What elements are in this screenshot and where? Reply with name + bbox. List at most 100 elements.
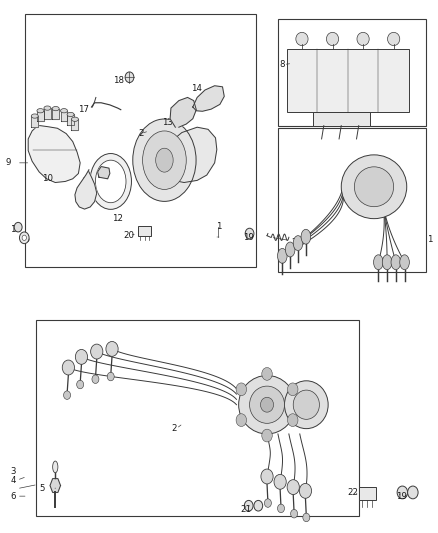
Ellipse shape — [286, 242, 295, 257]
Polygon shape — [28, 126, 80, 182]
Circle shape — [274, 474, 286, 489]
Circle shape — [22, 235, 26, 240]
Polygon shape — [193, 86, 224, 111]
Ellipse shape — [31, 114, 38, 118]
Text: 12: 12 — [112, 214, 123, 223]
Text: 18: 18 — [113, 76, 124, 85]
Ellipse shape — [67, 112, 74, 117]
Text: 10: 10 — [42, 174, 53, 183]
Ellipse shape — [53, 461, 58, 473]
Polygon shape — [37, 111, 44, 122]
Text: 9: 9 — [6, 158, 11, 167]
Ellipse shape — [143, 131, 186, 189]
Circle shape — [278, 504, 285, 513]
Ellipse shape — [133, 119, 196, 201]
Polygon shape — [50, 479, 60, 492]
Polygon shape — [60, 111, 67, 122]
Text: 2: 2 — [138, 129, 144, 138]
Circle shape — [287, 414, 298, 426]
Text: 4: 4 — [11, 476, 16, 484]
Circle shape — [244, 500, 253, 511]
Ellipse shape — [357, 33, 369, 46]
Ellipse shape — [341, 155, 407, 219]
Circle shape — [261, 469, 273, 484]
Polygon shape — [31, 116, 38, 127]
Ellipse shape — [71, 117, 78, 122]
Ellipse shape — [44, 106, 51, 110]
Text: 13: 13 — [162, 118, 173, 127]
Circle shape — [262, 429, 272, 442]
Ellipse shape — [60, 109, 67, 113]
Circle shape — [397, 486, 408, 499]
Circle shape — [75, 350, 88, 365]
Circle shape — [107, 372, 114, 381]
Ellipse shape — [293, 236, 303, 251]
Text: 2: 2 — [171, 424, 177, 433]
Polygon shape — [71, 119, 78, 130]
Text: 19: 19 — [243, 233, 254, 242]
Text: 11: 11 — [81, 177, 92, 186]
Bar — [35, 320, 359, 516]
Text: 19: 19 — [396, 491, 407, 500]
Ellipse shape — [400, 255, 410, 270]
Text: 14: 14 — [191, 84, 201, 93]
Circle shape — [408, 486, 418, 499]
Ellipse shape — [296, 33, 308, 46]
Circle shape — [299, 483, 311, 498]
Circle shape — [262, 368, 272, 380]
Polygon shape — [44, 108, 51, 119]
Circle shape — [91, 344, 103, 359]
Circle shape — [19, 232, 29, 244]
Text: 6: 6 — [11, 491, 16, 500]
Circle shape — [290, 510, 297, 518]
Ellipse shape — [326, 33, 339, 46]
Ellipse shape — [250, 386, 285, 423]
Ellipse shape — [155, 148, 173, 172]
Ellipse shape — [239, 375, 295, 434]
Circle shape — [287, 480, 299, 495]
Ellipse shape — [388, 33, 400, 46]
Polygon shape — [169, 127, 217, 182]
Text: 21: 21 — [240, 505, 251, 514]
Text: 1: 1 — [216, 222, 222, 231]
Circle shape — [265, 499, 272, 507]
Circle shape — [287, 383, 298, 395]
Ellipse shape — [354, 167, 394, 207]
Text: 1: 1 — [427, 236, 433, 245]
Ellipse shape — [95, 160, 126, 203]
Circle shape — [77, 380, 84, 389]
Circle shape — [92, 375, 99, 383]
Bar — [25, 14, 256, 266]
Text: 20: 20 — [123, 231, 134, 240]
Circle shape — [14, 222, 22, 232]
Ellipse shape — [382, 255, 392, 270]
Circle shape — [62, 360, 74, 375]
Text: 23: 23 — [291, 238, 302, 247]
Bar — [278, 128, 426, 272]
Circle shape — [125, 72, 134, 83]
Text: 15: 15 — [11, 225, 21, 234]
Circle shape — [64, 391, 71, 399]
Ellipse shape — [301, 229, 311, 244]
Ellipse shape — [285, 381, 328, 429]
Circle shape — [236, 383, 247, 395]
Text: 17: 17 — [78, 105, 89, 114]
Ellipse shape — [293, 390, 319, 419]
Circle shape — [236, 414, 247, 426]
Ellipse shape — [374, 255, 383, 270]
Ellipse shape — [391, 255, 401, 270]
Ellipse shape — [90, 154, 131, 209]
Ellipse shape — [52, 107, 59, 111]
Text: 3: 3 — [11, 467, 16, 475]
Circle shape — [245, 228, 254, 239]
Ellipse shape — [278, 248, 287, 263]
Bar — [313, 112, 370, 126]
Text: 16: 16 — [19, 236, 30, 245]
Bar — [138, 226, 151, 236]
Polygon shape — [170, 98, 196, 127]
Text: 22: 22 — [348, 488, 359, 497]
Bar — [359, 487, 376, 500]
Polygon shape — [75, 169, 97, 209]
Circle shape — [254, 500, 263, 511]
Bar — [278, 19, 426, 126]
